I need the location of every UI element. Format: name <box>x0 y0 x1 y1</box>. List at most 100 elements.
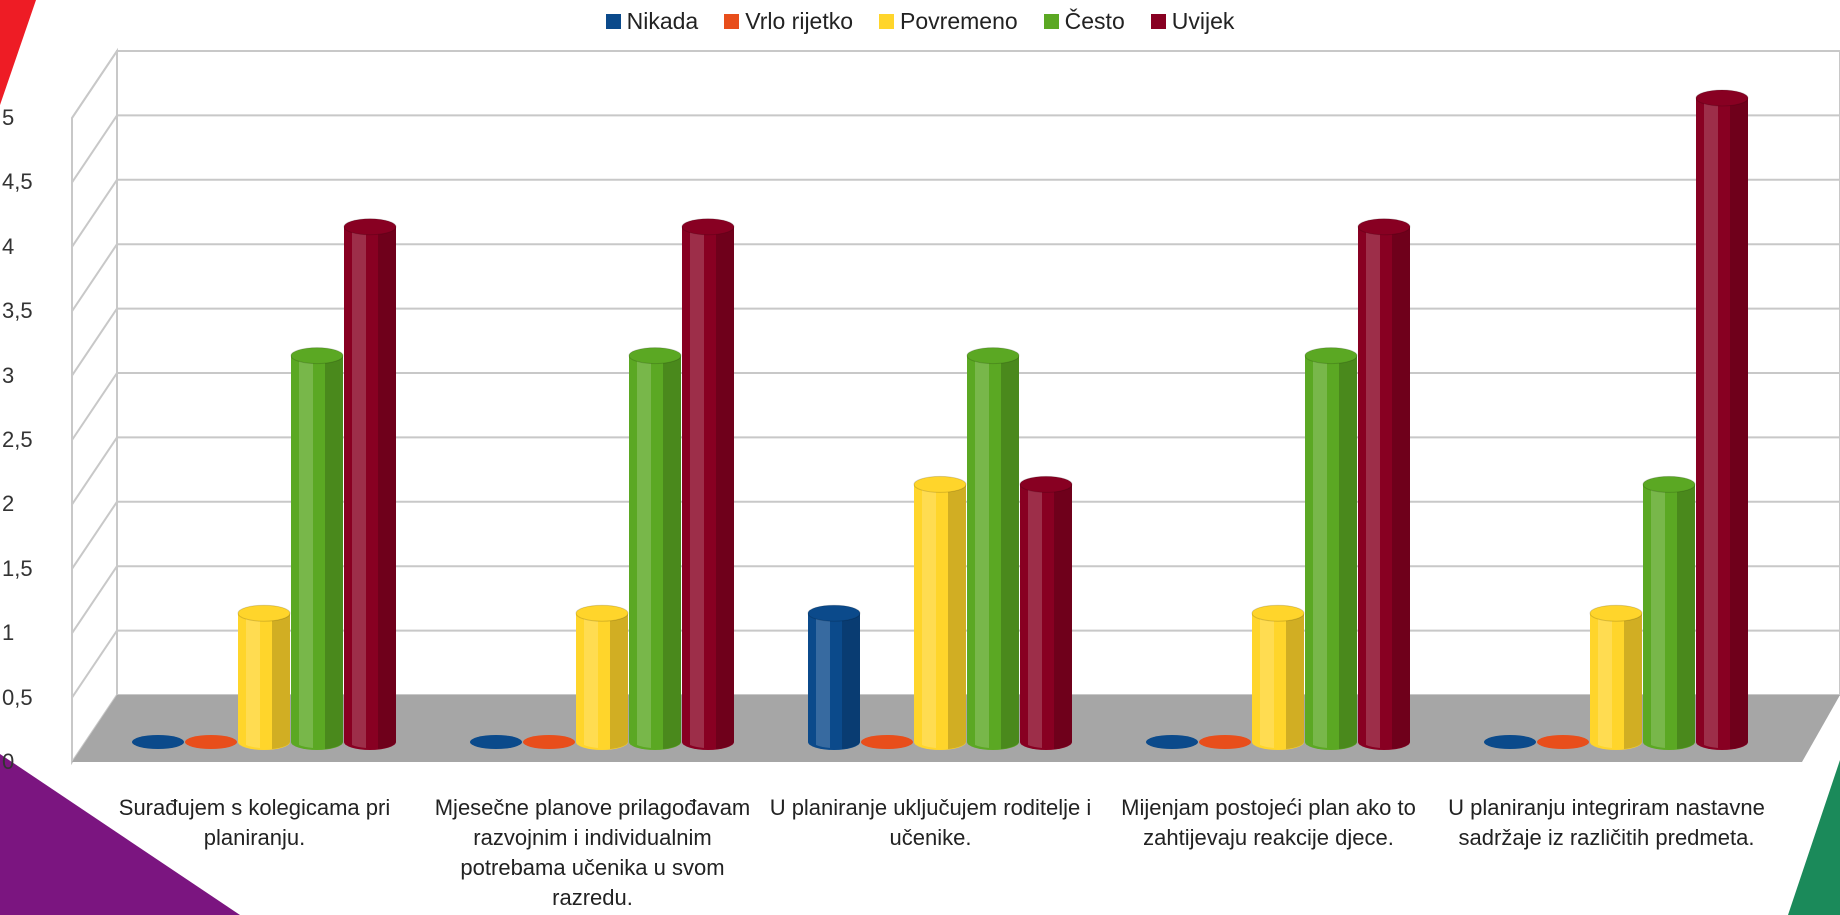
bar-shine <box>1704 98 1718 748</box>
bar-top <box>1019 475 1073 493</box>
legend-swatch-povremeno <box>879 14 895 29</box>
bar-shadow <box>663 355 681 749</box>
bar-uvijek <box>681 218 735 751</box>
bar-povremeno <box>575 604 629 750</box>
bar-top <box>1695 89 1749 107</box>
bar-shadow <box>272 613 290 749</box>
bar-shadow <box>1001 355 1019 749</box>
legend-item-povremeno: Povremeno <box>879 8 1018 35</box>
legend-label-povremeno: Povremeno <box>900 8 1018 34</box>
y-tick-label: 0 <box>2 749 15 774</box>
bar-top <box>1642 475 1696 493</box>
gridline-side <box>71 565 118 634</box>
bar-body <box>291 355 343 750</box>
bar-shine <box>922 484 936 748</box>
bar-shadow <box>1339 355 1357 749</box>
bar-shine <box>816 613 830 748</box>
bar-shadow <box>1624 613 1642 749</box>
bar-shadow <box>716 226 734 750</box>
bar-uvijek <box>1357 218 1411 751</box>
bar-shadow <box>325 355 343 749</box>
bar-body <box>1358 226 1410 751</box>
gridline-side <box>71 630 118 699</box>
bar-shadow <box>1392 226 1410 750</box>
bar-nikada <box>470 735 522 749</box>
bar-zero <box>1146 735 1198 749</box>
bar-cesto <box>1642 475 1696 750</box>
legend-swatch-vrlo-rijetko <box>724 14 740 29</box>
bar-body <box>1643 484 1695 750</box>
bar-top <box>575 604 629 622</box>
red-corner-shape <box>0 0 36 105</box>
legend-label-cesto: Često <box>1064 8 1125 34</box>
legend-label-vrlo-rijetko: Vrlo rijetko <box>745 8 854 34</box>
bar-shine <box>975 355 989 748</box>
x-category-label: U planiranje uključujem roditelje i učen… <box>769 795 1092 850</box>
legend-swatch-cesto <box>1043 14 1059 29</box>
bar-shine <box>637 355 651 748</box>
bar-shine <box>246 613 260 748</box>
bar-body <box>629 355 681 750</box>
bar-cesto <box>1304 347 1358 750</box>
y-tick-label: 4,5 <box>2 169 33 195</box>
bar-top <box>343 218 397 236</box>
legend: Nikada Vrlo rijetko Povremeno Često Uvij… <box>0 8 1840 35</box>
bar-shadow <box>842 613 860 749</box>
bar-shine <box>299 355 313 748</box>
bar-povremeno <box>913 475 967 750</box>
gridline-side <box>71 179 118 248</box>
x-category-label: Mjesečne planove prilagođavam razvojnim … <box>434 795 751 910</box>
bar-uvijek <box>343 218 397 751</box>
bar-nikada <box>1484 735 1536 749</box>
y-tick-label: 3 <box>2 362 15 388</box>
legend-swatch-nikada <box>605 14 621 29</box>
bar-povremeno <box>1589 604 1643 750</box>
bar-body <box>1020 484 1072 750</box>
bar-body <box>344 226 396 751</box>
bar-shine <box>1366 226 1380 749</box>
bar-body <box>914 484 966 750</box>
y-tick-label: 1 <box>2 620 15 646</box>
gridline-side <box>71 114 118 183</box>
bar-zero <box>1484 735 1536 749</box>
bar-top <box>1251 604 1305 622</box>
bar-zero <box>470 735 522 749</box>
bar-body <box>238 613 290 750</box>
legend-item-uvijek: Uvijek <box>1150 8 1235 35</box>
bar-povremeno <box>237 604 291 750</box>
bar-top <box>237 604 291 622</box>
bar-shine <box>584 613 598 748</box>
bar-shadow <box>378 226 396 750</box>
bar-body <box>1696 98 1748 750</box>
legend-label-uvijek: Uvijek <box>1171 8 1235 34</box>
bar-top <box>681 218 735 236</box>
gridline-side <box>71 501 118 570</box>
bar-cesto <box>290 347 344 750</box>
bar-top <box>1304 347 1358 365</box>
bar-zero <box>185 735 237 749</box>
bar-top <box>966 347 1020 365</box>
bar-body <box>1252 613 1304 750</box>
bar-vrlo-rijetko <box>185 735 237 749</box>
x-category-label: Mijenjam postojeći plan ako to zahtijeva… <box>1121 795 1416 850</box>
bar-shadow <box>610 613 628 749</box>
legend-label-nikada: Nikada <box>626 8 699 34</box>
bar-vrlo-rijetko <box>1537 735 1589 749</box>
x-category-label: U planiranju integriram nastavne sadržaj… <box>1448 795 1765 850</box>
legend-swatch-uvijek <box>1150 14 1166 29</box>
y-tick-label: 0,5 <box>2 684 33 710</box>
y-tick-label: 5 <box>2 105 15 130</box>
bar-cesto <box>966 347 1020 750</box>
green-corner-shape <box>1788 760 1840 915</box>
bar-nikada <box>807 604 861 750</box>
bar-shine <box>1028 484 1042 748</box>
bar-shine <box>1651 484 1665 748</box>
bar-shine <box>1313 355 1327 748</box>
legend-item-nikada: Nikada <box>605 8 699 35</box>
gridline-side <box>71 372 118 441</box>
bar-body <box>967 355 1019 750</box>
bar-shine <box>1598 613 1612 748</box>
bar-top <box>1589 604 1643 622</box>
bar-zero <box>1199 735 1251 749</box>
